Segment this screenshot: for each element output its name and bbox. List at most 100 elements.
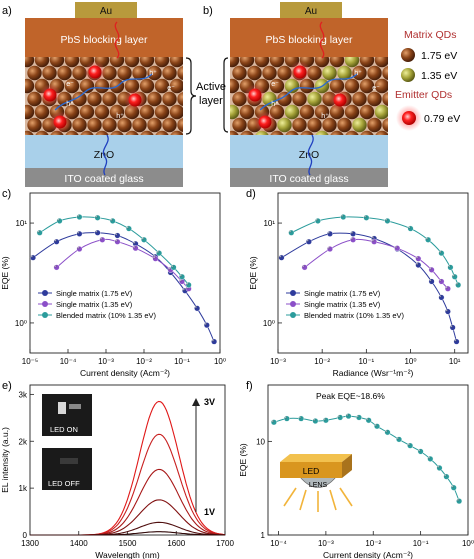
emitter-qd	[258, 115, 272, 129]
qd-175	[360, 130, 374, 135]
legend-entry: Single matrix (1.75 eV)	[56, 289, 133, 298]
legend-matrix-135: 1.35 eV	[421, 70, 457, 82]
x-tick-label: 1700	[216, 539, 234, 548]
x-axis-label: Current density (Acm⁻²)	[80, 368, 170, 378]
x-tick-label: 10⁻³	[270, 357, 286, 366]
y-tick-label: 0	[23, 531, 28, 540]
voltage-arrow-head	[192, 398, 200, 406]
active-label-line2: layer	[199, 95, 223, 107]
light-ray	[339, 487, 353, 507]
qd-175	[25, 78, 35, 94]
data-point-highlight	[179, 279, 183, 283]
qd-175	[72, 65, 87, 81]
led-top	[280, 454, 352, 462]
qd-175	[292, 117, 307, 133]
qd-175	[337, 117, 352, 133]
y-axis-label: EQE (%)	[248, 256, 258, 290]
emitter-qd	[293, 65, 307, 79]
data-point-highlight	[366, 418, 370, 421]
qd-135	[277, 117, 292, 133]
data-point-highlight	[153, 256, 156, 260]
data-point-highlight	[284, 416, 288, 420]
y-tick-label: 10¹	[263, 219, 275, 228]
au-label: Au	[100, 6, 112, 17]
x-tick-label: 1400	[70, 539, 88, 548]
qd-175	[185, 131, 199, 145]
qd-175	[345, 130, 359, 135]
led-side	[342, 454, 352, 478]
qd-175	[270, 130, 284, 135]
data-point-highlight	[77, 246, 80, 250]
qd-135	[337, 65, 352, 81]
series-line	[56, 238, 190, 290]
data-point-highlight	[448, 265, 451, 268]
qd-175	[162, 65, 177, 81]
inset-led-on	[42, 394, 92, 436]
data-point-highlight	[126, 226, 130, 230]
series-line	[39, 216, 190, 286]
qd-135	[230, 104, 240, 120]
qd-175	[79, 104, 95, 120]
data-point-highlight	[418, 449, 422, 453]
data-point-highlight	[133, 241, 137, 245]
transport-path	[54, 73, 153, 111]
qd-175	[262, 65, 277, 81]
data-point-highlight	[425, 237, 429, 241]
qd-175	[299, 104, 315, 120]
qd-175	[49, 57, 65, 68]
qd-175	[269, 57, 285, 68]
chart-f: f) 10⁻⁴ 10⁻³ 10⁻² 10⁻¹ 10⁰ 1 10 Current density …	[238, 380, 474, 559]
y-axis-label: EQE (%)	[238, 443, 248, 477]
qd-175	[382, 65, 388, 81]
legend-emitter-swatch	[402, 111, 416, 125]
data-point-highlight	[445, 309, 449, 313]
qd-175	[102, 65, 117, 81]
qd-175	[359, 104, 375, 120]
legend-matrix-175: 1.75 eV	[421, 50, 457, 62]
qd-175	[147, 91, 162, 107]
data-point-highlight	[346, 413, 350, 417]
panel-b: b) Au PbS blocking layer ZnO ITO coated …	[185, 2, 460, 187]
series-line	[291, 216, 459, 286]
data-point-highlight	[356, 415, 360, 419]
legend-marker	[290, 301, 296, 307]
x-tick-label: 10⁰	[404, 357, 416, 366]
hole-label: h⁺	[149, 70, 157, 77]
qd-175	[154, 57, 170, 68]
legend-entry: Single matrix (1.75 eV)	[304, 289, 381, 298]
electron-path	[102, 134, 109, 176]
qd-175	[102, 117, 117, 133]
data-point-highlight	[429, 279, 433, 283]
emitter-qd	[248, 88, 262, 102]
qd-175	[154, 104, 170, 120]
data-point-highlight	[179, 274, 183, 278]
data-point-highlight	[323, 418, 327, 421]
qd-175	[277, 65, 292, 81]
emitter-qd	[88, 65, 102, 79]
qd-135	[374, 104, 388, 120]
data-point-highlight	[302, 265, 306, 268]
x-tick-label: 10⁰	[462, 539, 474, 548]
qd-175	[72, 117, 87, 133]
qd-175	[277, 91, 292, 107]
y-tick-label: 10⁰	[15, 319, 27, 328]
qd-175	[330, 130, 344, 135]
data-point-highlight	[371, 239, 375, 243]
light-ray	[329, 489, 337, 511]
legend-qd-175-swatch	[401, 48, 415, 62]
data-point-highlight	[452, 274, 456, 278]
inset-on-label: LED ON	[50, 425, 78, 434]
legend-emitter-079: 0.79 eV	[424, 113, 460, 125]
qd-175	[95, 130, 109, 135]
x-tick-label: 1500	[119, 539, 137, 548]
qd-175	[162, 117, 177, 133]
qd-175	[109, 57, 125, 68]
qd-175	[185, 53, 199, 67]
data-point-highlight	[341, 214, 344, 218]
qd-175	[139, 78, 155, 94]
qd-175	[140, 130, 154, 135]
panel-b-label: b)	[203, 5, 213, 17]
qd-175	[154, 78, 170, 94]
data-point-highlight	[444, 474, 447, 478]
legend-qd-135-swatch	[401, 68, 415, 82]
